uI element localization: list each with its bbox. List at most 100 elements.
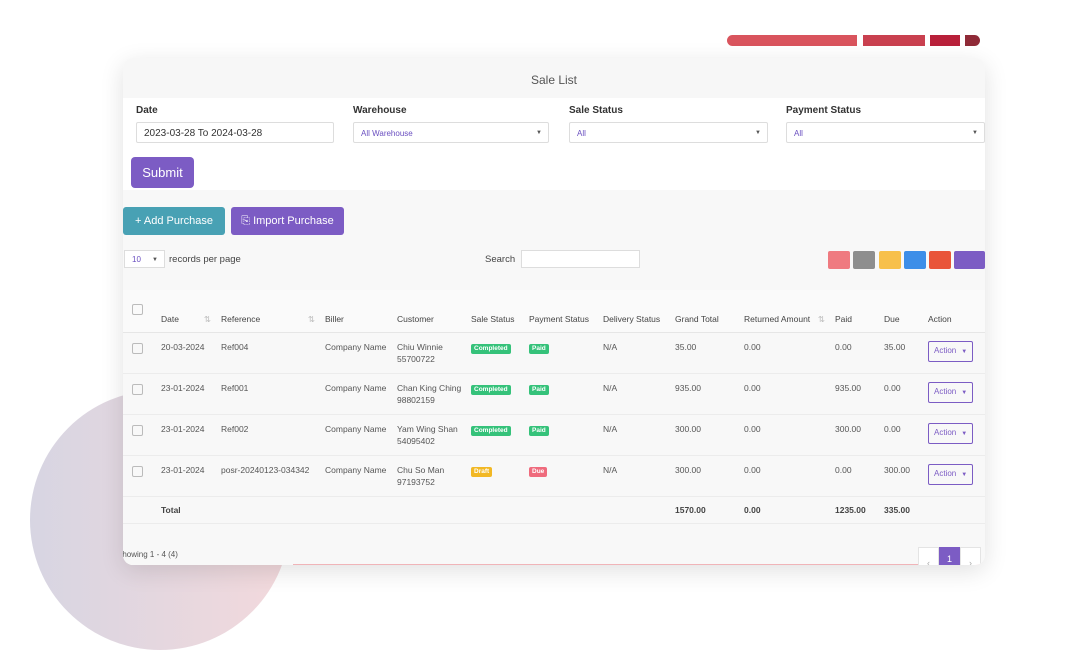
page-button[interactable]: 1	[939, 547, 960, 565]
total-cell	[603, 496, 675, 524]
status-badge: Completed	[471, 385, 511, 395]
table-cell: Chiu Winnie 55700722	[397, 332, 471, 374]
sale-table: Date ⇅ Reference ⇅ Biller Customer Sale Status…	[123, 290, 985, 524]
table-cell: 20-03-2024	[161, 332, 221, 374]
sale-card: Sale List Date Warehouse Sale Status Pay…	[123, 58, 985, 565]
status-badge: Paid	[529, 344, 549, 354]
status-badge: Due	[529, 467, 548, 477]
pdf-button[interactable]	[828, 251, 850, 269]
cell-text: Chiu Winnie 55700722	[397, 342, 443, 364]
page-title: Sale List	[123, 58, 985, 98]
table-cell: Action ▼	[928, 332, 985, 374]
cell-text: 935.00	[675, 383, 701, 393]
total-text: 335.00	[884, 505, 910, 515]
total-cell: 0.00	[744, 496, 835, 524]
column-header: Sale Status	[471, 290, 529, 333]
total-cell	[529, 496, 603, 524]
table-body: 20-03-2024 Ref004 Company Name Chiu Winnie …	[123, 332, 985, 524]
checkbox[interactable]	[132, 304, 143, 315]
table-cell: 0.00	[835, 332, 884, 374]
caret: ▼	[961, 431, 968, 437]
status-badge: Draft	[471, 467, 493, 477]
cell-text: 0.00	[744, 465, 761, 475]
cell-text: Ref001	[221, 383, 249, 393]
filter-label: Warehouse	[353, 105, 407, 116]
table-row: 23-01-2024 Ref002 Company Name Yam Wing Sha…	[123, 414, 985, 456]
search-input[interactable]	[521, 250, 640, 268]
column-label: Sale Status	[471, 314, 515, 324]
per-page-select[interactable]: 10 ▼	[124, 250, 165, 268]
table-cell: N/A	[603, 414, 675, 456]
cell-text: N/A	[603, 342, 618, 352]
column-header: Paid	[835, 290, 884, 333]
column-header: Date ⇅	[161, 290, 221, 333]
status-badge: Paid	[529, 426, 549, 436]
column-label: Action	[928, 314, 952, 324]
checkbox[interactable]	[132, 384, 143, 395]
table-cell: 0.00	[884, 373, 928, 415]
add-purchase-button[interactable]: + Add Purchase	[123, 207, 225, 235]
sort-icon: ⇅	[817, 314, 825, 324]
total-cell	[221, 496, 325, 524]
page-button[interactable]: ‹	[918, 547, 939, 565]
total-text: Total	[161, 505, 181, 515]
table-cell: Ref004	[221, 332, 325, 374]
delete-button[interactable]	[929, 251, 951, 269]
table-cell: 300.00	[884, 455, 928, 497]
select-value: All Warehouse	[361, 129, 413, 138]
payment-status-select[interactable]: All ▼	[786, 122, 985, 143]
column-label: Grand Total	[675, 314, 719, 324]
column-label: Customer	[397, 314, 434, 324]
select-all	[123, 290, 161, 333]
csv-button[interactable]	[853, 251, 875, 269]
table-cell: Company Name	[325, 332, 397, 374]
checkbox[interactable]	[132, 466, 143, 477]
cell-text: 935.00	[835, 383, 861, 393]
action-button[interactable]: Action ▼	[928, 341, 974, 362]
table-cell: Company Name	[325, 414, 397, 456]
filter-label: Payment Status	[786, 105, 862, 116]
cell-text: Chan King Ching 98802159	[397, 383, 462, 405]
sale-status-select[interactable]: All ▼	[569, 122, 768, 143]
showing-text: Showing 1 - 4 (4)	[123, 550, 178, 559]
table-cell: Ref001	[221, 373, 325, 415]
action-label: Action	[934, 428, 957, 437]
table-cell: Completed	[471, 414, 529, 456]
column-label: Delivery Status	[603, 314, 661, 324]
table-cell: 935.00	[835, 373, 884, 415]
submit-button[interactable]: Submit	[131, 157, 194, 188]
print-button[interactable]	[904, 251, 926, 269]
cell-text: 300.00	[835, 424, 861, 434]
table-cell: Action ▼	[928, 455, 985, 497]
cell-text: 35.00	[884, 342, 906, 352]
action-button[interactable]: Action ▼	[928, 423, 974, 444]
date-input[interactable]: 2023-03-28 To 2024-03-28	[136, 122, 334, 143]
table-cell: Paid	[529, 414, 603, 456]
excel-button[interactable]	[879, 251, 901, 269]
row-select	[123, 455, 161, 497]
cell-text: 23-01-2024	[161, 383, 205, 393]
table-cell: N/A	[603, 373, 675, 415]
total-cell	[397, 496, 471, 524]
cell-text: N/A	[603, 465, 618, 475]
cell-text: 0.00	[835, 465, 852, 475]
action-button[interactable]: Action ▼	[928, 382, 974, 403]
column-label: Date	[161, 314, 179, 324]
checkbox[interactable]	[132, 343, 143, 354]
caret: ▼	[536, 130, 542, 136]
header-row: Date ⇅ Reference ⇅ Biller Customer Sale Status…	[123, 290, 985, 333]
table-cell: Company Name	[325, 373, 397, 415]
page-button[interactable]: ›	[960, 547, 981, 565]
column-visibility-button[interactable]	[954, 251, 985, 269]
table-cell: posr-20240123-034342	[221, 455, 325, 497]
total-cell	[123, 496, 161, 524]
total-cell	[325, 496, 397, 524]
column-header: Grand Total	[675, 290, 744, 333]
action-button[interactable]: Action ▼	[928, 464, 974, 485]
decor-bar	[727, 35, 857, 46]
warehouse-select[interactable]: All Warehouse ▼	[353, 122, 549, 143]
import-purchase-button[interactable]: ⎘ Import Purchase	[231, 207, 344, 235]
decor-bar	[930, 35, 960, 46]
select-value: All	[577, 129, 586, 138]
checkbox[interactable]	[132, 425, 143, 436]
